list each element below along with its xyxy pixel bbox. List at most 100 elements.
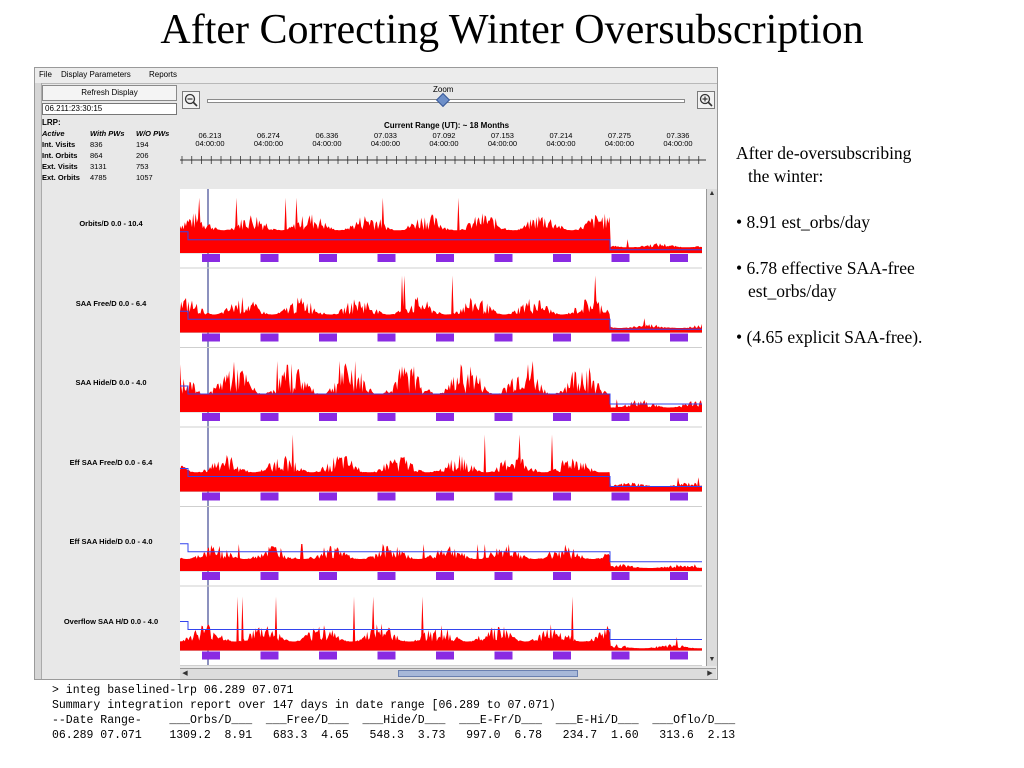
zoom-label: Zoom	[433, 85, 454, 94]
axis-time-label: 04:00:00	[195, 139, 224, 148]
saa-marker	[202, 572, 220, 580]
slide-notes: After de-oversubscribing the winter: • 8…	[736, 142, 1016, 349]
stats-cell: 836	[90, 140, 103, 149]
axis-date-label: 06.274	[257, 131, 280, 140]
saa-marker	[377, 333, 396, 342]
saa-marker	[260, 333, 279, 342]
plot-panel	[180, 434, 702, 507]
zoom-out-button[interactable]	[182, 91, 200, 109]
saa-marker	[377, 572, 396, 580]
plot-panel	[180, 361, 702, 428]
scroll-down-icon[interactable]: ▼	[708, 656, 716, 663]
stats-cell: Ext. Visits	[42, 162, 78, 171]
stats-row: Int. Orbits 864 206	[42, 151, 179, 161]
saa-marker	[553, 492, 571, 501]
plot-label: Eff SAA Hide/D 0.0 - 4.0	[69, 537, 153, 546]
saa-marker	[319, 492, 337, 501]
notes-bullet-3: • (4.65 explicit SAA-free).	[736, 327, 923, 347]
plot-label: Orbits/D 0.0 - 10.4	[79, 219, 143, 228]
saa-marker	[319, 333, 337, 342]
stats-cell: 206	[136, 151, 149, 160]
plot-capacity-line	[180, 543, 702, 563]
plot-panel	[180, 275, 702, 348]
saa-marker	[436, 492, 454, 501]
stats-cell: 1057	[136, 173, 153, 182]
plots-area[interactable]	[180, 189, 706, 666]
horizontal-scroll-thumb[interactable]	[398, 670, 578, 677]
axis-time-label: 04:00:00	[371, 139, 400, 148]
saa-marker	[377, 254, 396, 262]
saa-marker	[670, 333, 688, 342]
refresh-display-button[interactable]: Refresh Display	[42, 85, 177, 101]
stats-header-wo-pws: W/O PWs	[136, 129, 170, 138]
axis-time-label: 04:00:00	[663, 139, 692, 148]
scroll-left-icon[interactable]: ◀	[182, 670, 188, 677]
saa-marker	[611, 413, 630, 421]
vertical-scrollbar[interactable]: ▲ ▼	[706, 189, 717, 666]
plot-capacity-line	[180, 385, 702, 405]
axis-time-label: 04:00:00	[254, 139, 283, 148]
notes-intro-cont: the winter:	[748, 166, 824, 186]
saa-marker	[670, 572, 688, 580]
scroll-up-icon[interactable]: ▲	[708, 190, 716, 197]
zoom-out-icon	[184, 93, 198, 107]
menu-file[interactable]: File	[39, 70, 52, 79]
plot-labels-column: Orbits/D 0.0 - 10.4 SAA Free/D 0.0 - 6.4 S…	[42, 189, 180, 663]
saa-marker	[260, 651, 279, 660]
scheduler-window: File Display Parameters Reports Refresh …	[34, 67, 718, 680]
console-line: Summary integration report over 147 days…	[52, 699, 556, 712]
saa-marker	[260, 413, 279, 421]
saa-marker	[377, 413, 396, 421]
saa-marker	[377, 651, 396, 660]
saa-marker	[670, 254, 688, 262]
saa-marker	[553, 413, 571, 421]
saa-marker	[494, 413, 513, 421]
saa-marker	[611, 333, 630, 342]
axis-time-label: 04:00:00	[312, 139, 341, 148]
console-line: 06.289 07.071 1309.2 8.91 683.3 4.65 548…	[52, 729, 736, 742]
saa-marker	[553, 254, 571, 262]
saa-marker	[611, 651, 630, 660]
stats-cell: 4785	[90, 173, 107, 182]
axis-date-label: 07.214	[550, 131, 573, 140]
zoom-in-button[interactable]	[697, 91, 715, 109]
axis-date-label: 07.092	[433, 131, 456, 140]
saa-marker	[494, 254, 513, 262]
time-axis: 06.21304:00:0006.27404:00:0006.33604:00:…	[180, 131, 706, 164]
saa-marker	[494, 572, 513, 580]
axis-date-label: 07.275	[608, 131, 631, 140]
stats-cell: 194	[136, 140, 149, 149]
saa-marker	[553, 572, 571, 580]
saa-marker	[202, 254, 220, 262]
saa-marker	[377, 492, 396, 501]
saa-marker	[436, 413, 454, 421]
saa-marker	[494, 333, 513, 342]
left-collapse-handle[interactable]	[35, 83, 42, 679]
plot-panel	[180, 543, 702, 587]
saa-marker	[436, 651, 454, 660]
zoom-slider-thumb[interactable]	[435, 92, 451, 108]
slide-title: After Correcting Winter Oversubscription	[160, 7, 864, 53]
menu-reports[interactable]: Reports	[149, 70, 178, 79]
saa-marker	[319, 572, 337, 580]
time-input[interactable]: 06.211:23:30:15	[42, 103, 177, 115]
axis-time-label: 04:00:00	[546, 139, 575, 148]
stats-row: Int. Visits 836 194	[42, 140, 179, 150]
zoom-in-icon	[699, 93, 713, 107]
plot-capacity-line	[180, 231, 702, 251]
horizontal-scrollbar[interactable]: ◀ ▶	[180, 668, 716, 679]
console-line: > integ baselined-lrp 06.289 07.071	[52, 684, 294, 697]
plot-capacity-line	[180, 310, 702, 330]
notes-intro: After de-oversubscribing	[736, 143, 912, 163]
menu-display-parameters[interactable]: Display Parameters	[61, 70, 131, 79]
console-line: --Date Range- ___Orbs/D___ ___Free/D___ …	[52, 714, 736, 727]
saa-marker	[202, 333, 220, 342]
saa-marker	[494, 492, 513, 501]
saa-marker	[670, 413, 688, 421]
plot-bars	[180, 596, 702, 651]
plot-label: SAA Free/D 0.0 - 6.4	[75, 298, 147, 308]
scroll-right-icon[interactable]: ▶	[707, 670, 713, 677]
saa-marker	[670, 492, 688, 501]
plot-panel	[180, 596, 702, 666]
stats-header: Active With PWs W/O PWs	[42, 129, 179, 139]
